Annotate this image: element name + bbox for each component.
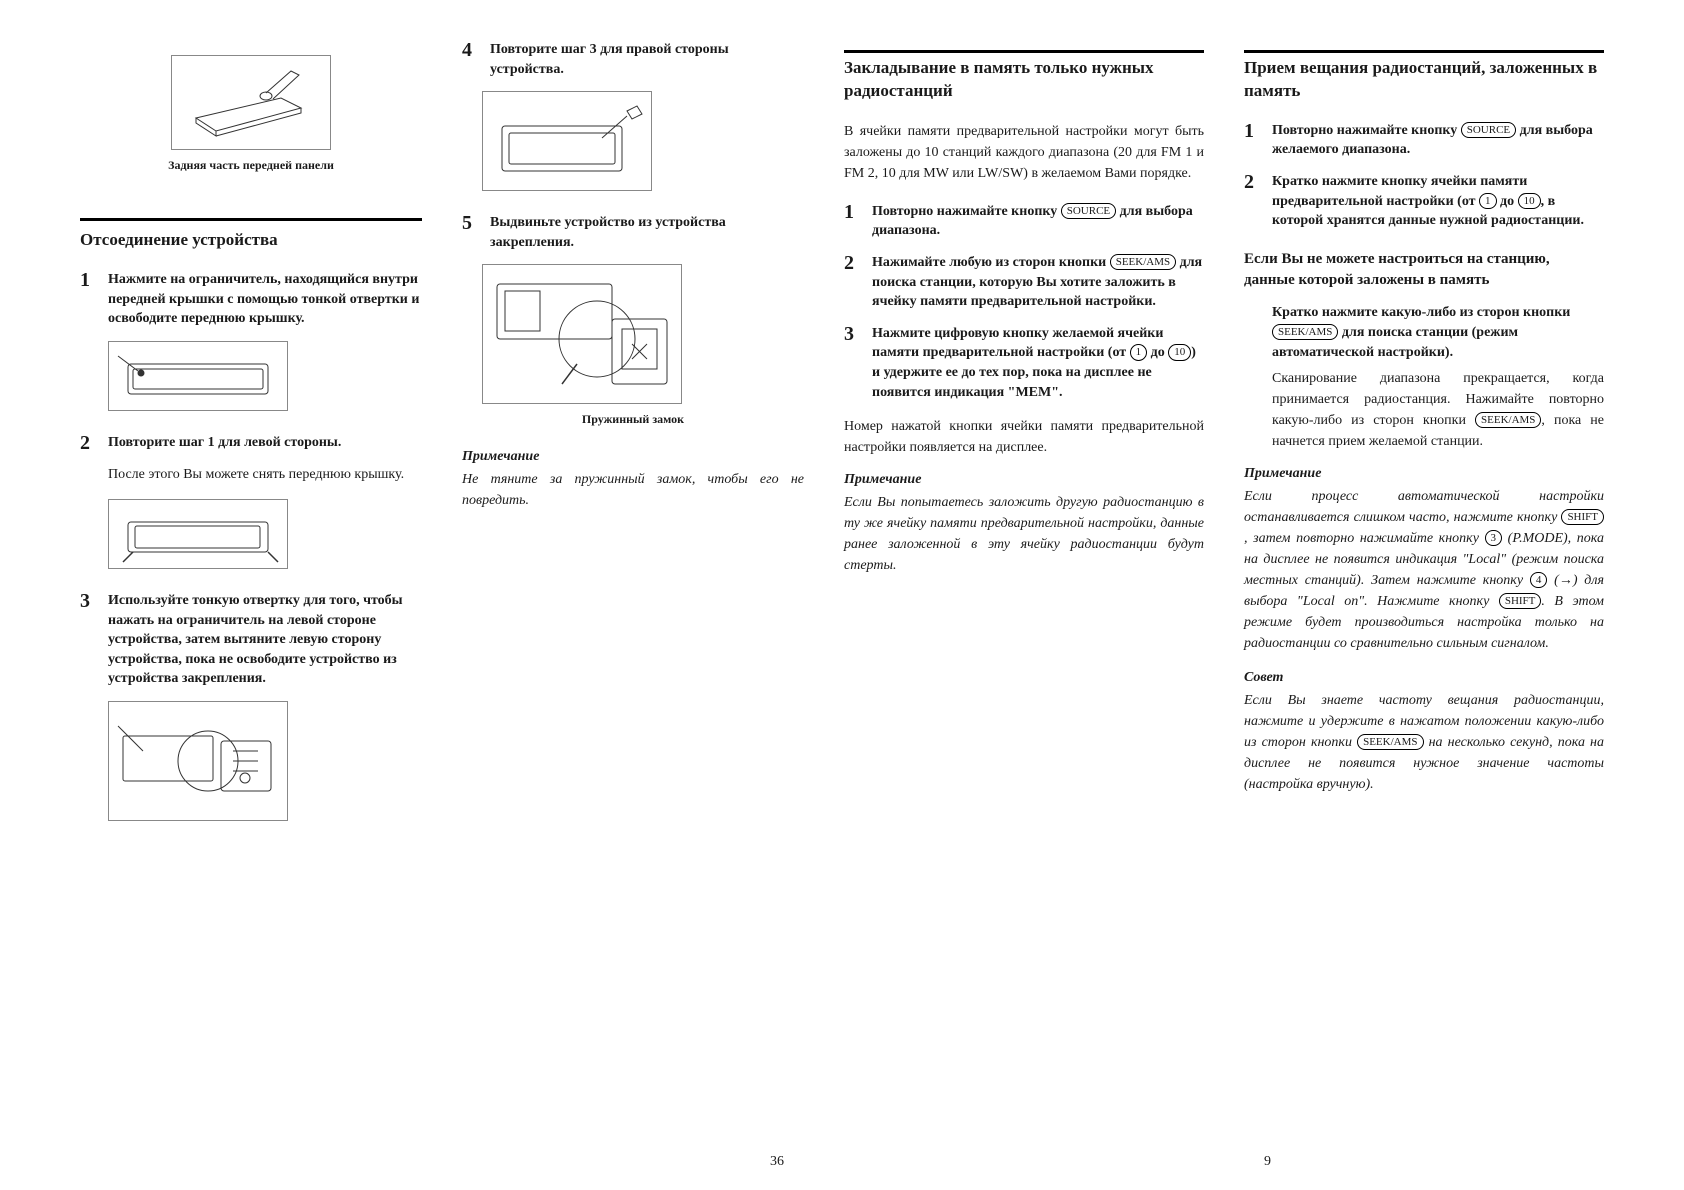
figure-step2	[80, 499, 422, 569]
step-number: 1	[1244, 121, 1272, 160]
figure-panel-5	[482, 264, 682, 404]
page-number-left: 36	[770, 1154, 784, 1170]
figure-step3	[80, 701, 422, 821]
step-text: Повторно нажимайте кнопку SOURCE для выб…	[1272, 121, 1604, 160]
step-3-c3: 3 Нажмите цифровую кнопку желаемой ячейк…	[844, 324, 1204, 402]
figure-panel-3	[108, 701, 288, 821]
key-10: 10	[1168, 344, 1191, 360]
step-number: 1	[844, 202, 872, 241]
key-1: 1	[1479, 193, 1497, 209]
light-instruction: Сканирование диапазона прекращается, ког…	[1272, 368, 1604, 452]
note-label-c3: Примечание	[844, 472, 1204, 488]
column-1: Задняя часть передней панели Отсоединени…	[60, 40, 442, 1160]
post-text: Номер нажатой кнопки ячейки памяти предв…	[844, 416, 1204, 458]
step-text: Повторно нажимайте кнопку SOURCE для выб…	[872, 202, 1204, 241]
indent-block: Кратко нажмите какую-либо из сторон кноп…	[1272, 303, 1604, 452]
figure-panel-4	[482, 91, 652, 191]
key-source: SOURCE	[1061, 203, 1116, 219]
step-text: Повторите шаг 3 для правой стороны устро…	[490, 40, 804, 79]
section-title-memory: Закладывание в память только нужных ради…	[844, 50, 1204, 103]
step-after-text: После этого Вы можете снять переднюю кры…	[108, 465, 422, 485]
note-label: Примечание	[462, 449, 804, 465]
figure-step1	[80, 341, 422, 411]
tip-body: Если Вы знаете частоту вещания радиостан…	[1244, 690, 1604, 795]
step-1: 1 Нажмите на ограничитель, находящийся в…	[80, 270, 422, 329]
section-title-detach: Отсоединение устройства	[80, 218, 422, 252]
key-seekams: SEEK/AMS	[1272, 324, 1338, 340]
figure-panel-1	[108, 341, 288, 411]
step-text: Нажимайте любую из сторон кнопки SEEK/AM…	[872, 253, 1204, 312]
step-number: 2	[1244, 172, 1272, 231]
step-text: Используйте тонкую отвертку для того, чт…	[108, 591, 422, 689]
key-seekams: SEEK/AMS	[1357, 734, 1423, 750]
key-seekams: SEEK/AMS	[1475, 412, 1541, 428]
step-text: Кратко нажмите кнопку ячейки памяти пред…	[1272, 172, 1604, 231]
step-number: 3	[844, 324, 872, 402]
key-3: 3	[1485, 530, 1503, 546]
step-1-c4: 1 Повторно нажимайте кнопку SOURCE для в…	[1244, 121, 1604, 160]
intro-text: В ячейки памяти предварительной настройк…	[844, 121, 1204, 184]
key-shift: SHIFT	[1561, 509, 1604, 525]
step-2-c4: 2 Кратко нажмите кнопку ячейки памяти пр…	[1244, 172, 1604, 231]
step-number: 5	[462, 213, 490, 252]
page-number-right: 9	[1264, 1154, 1271, 1170]
key-10: 10	[1518, 193, 1541, 209]
step-number: 3	[80, 591, 108, 689]
figure-caption: Задняя часть передней панели	[80, 158, 422, 173]
step-number: 2	[844, 253, 872, 312]
step-2-c3: 2 Нажимайте любую из сторон кнопки SEEK/…	[844, 253, 1204, 312]
step-text: Нажмите на ограничитель, находящийся вну…	[108, 270, 422, 329]
step-number: 2	[80, 433, 108, 453]
figure-back-panel	[171, 55, 331, 150]
key-1: 1	[1130, 344, 1148, 360]
figure-step4	[462, 91, 804, 191]
figure-caption-spring: Пружинный замок	[462, 412, 804, 427]
key-source: SOURCE	[1461, 122, 1516, 138]
step-4: 4 Повторите шаг 3 для правой стороны уст…	[462, 40, 804, 79]
step-2: 2 Повторите шаг 1 для левой стороны.	[80, 433, 422, 453]
step-text: Нажмите цифровую кнопку желаемой ячейки …	[872, 324, 1204, 402]
note-body: Не тяните за пружинный замок, чтобы его …	[462, 469, 804, 511]
step-text: Повторите шаг 1 для левой стороны.	[108, 433, 422, 453]
section-title-recall: Прием вещания радиостанций, заложенных в…	[1244, 50, 1604, 103]
bold-instruction: Кратко нажмите какую-либо из сторон кноп…	[1272, 303, 1604, 364]
figure-step5: Пружинный замок	[462, 264, 804, 427]
step-text: Выдвиньте устройство из устройства закре…	[490, 213, 804, 252]
key-seekams: SEEK/AMS	[1110, 254, 1176, 270]
step-3: 3 Используйте тонкую отвертку для того, …	[80, 591, 422, 689]
figure-top: Задняя часть передней панели	[80, 40, 422, 188]
note-body-c4: Если процесс автоматической настройки ос…	[1244, 486, 1604, 654]
key-shift: SHIFT	[1499, 593, 1542, 609]
key-4: 4	[1530, 572, 1548, 588]
note-body-c3: Если Вы попытаетесь заложить другую ради…	[844, 492, 1204, 576]
column-3: Закладывание в память только нужных ради…	[824, 40, 1224, 1160]
figure-panel-2	[108, 499, 288, 569]
step-number: 1	[80, 270, 108, 329]
column-4: Прием вещания радиостанций, заложенных в…	[1224, 40, 1624, 1160]
step-number: 4	[462, 40, 490, 79]
tip-label: Совет	[1244, 670, 1604, 686]
step-1-c3: 1 Повторно нажимайте кнопку SOURCE для в…	[844, 202, 1204, 241]
step-5: 5 Выдвиньте устройство из устройства зак…	[462, 213, 804, 252]
column-2: 4 Повторите шаг 3 для правой стороны уст…	[442, 40, 824, 1160]
sub-heading: Если Вы не можете настроиться на станцию…	[1244, 249, 1604, 291]
note-label-c4: Примечание	[1244, 466, 1604, 482]
